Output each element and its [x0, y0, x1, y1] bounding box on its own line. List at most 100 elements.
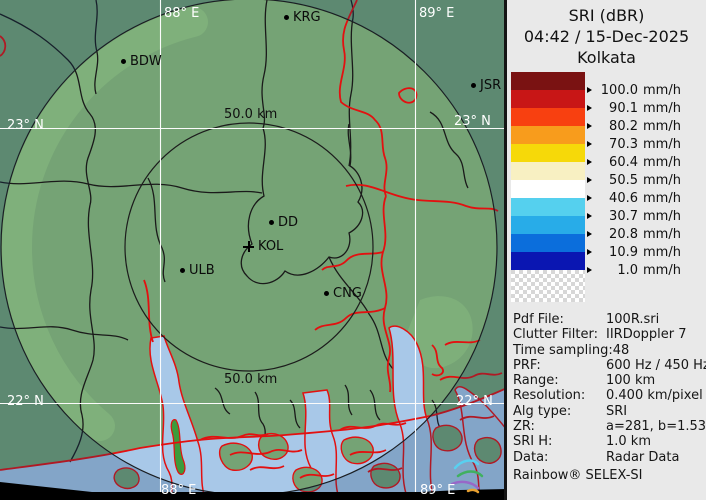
meta-label: ZR:: [513, 419, 535, 435]
meta-label: Resolution:: [513, 388, 586, 404]
legend-unit: mm/h: [643, 172, 681, 188]
legend-value: 40.6: [609, 190, 638, 206]
river-network: [0, 0, 507, 479]
legend-arrow-icon: [587, 87, 592, 93]
city-label: DD: [278, 215, 299, 230]
city-label: BDW: [130, 54, 162, 69]
meta-value: 48: [612, 342, 630, 358]
legend-unit: mm/h: [643, 262, 681, 278]
radar-map-pane: 88° E 89° E 88° E 89° E 23° N 23° N 22° …: [0, 0, 507, 500]
legend-unit: mm/h: [643, 208, 681, 224]
scan-metadata: Pdf File: 100R.sri Clutter Filter: IIRDopp…: [513, 312, 706, 483]
range-ring-50km: [124, 122, 374, 372]
legend-row: 90.1 mm/h: [587, 100, 681, 116]
color-band: [511, 252, 585, 270]
meta-value: 100 km: [606, 373, 656, 389]
color-band: [511, 72, 585, 90]
meta-label: Data:: [513, 449, 549, 465]
color-band: [511, 108, 585, 126]
meta-value: Radar Data: [606, 449, 680, 465]
legend-row: 10.9 mm/h: [587, 244, 681, 260]
radar-site-cross-icon: [243, 241, 254, 252]
legend-row: 50.5 mm/h: [587, 172, 681, 188]
legend-value: 20.8: [609, 226, 638, 242]
legend-arrow-icon: [587, 213, 592, 219]
meta-row: Clutter Filter: IIRDoppler 7: [513, 327, 703, 342]
legend-unit: mm/h: [643, 82, 681, 98]
station-name: Kolkata: [577, 48, 636, 67]
range-label-bottom: 50.0 km: [224, 372, 278, 387]
meta-row: SRI H: 1.0 km: [513, 434, 703, 449]
lon-label-88e-top: 88° E: [164, 6, 200, 21]
legend-value: 60.4: [609, 154, 638, 170]
legend-row: 30.7 mm/h: [587, 208, 681, 224]
software-brand: Rainbow® SELEX-SI: [513, 467, 643, 483]
meta-row: Alg type: SRI: [513, 404, 703, 419]
meta-value: 600 Hz / 450 Hz: [606, 357, 706, 373]
meta-row: ZR: a=281, b=1.53: [513, 419, 706, 435]
legend-value: 70.3: [609, 136, 638, 152]
city-label: ULB: [189, 263, 215, 278]
latlon-grid: [0, 0, 507, 500]
legend-row: 80.2 mm/h: [587, 118, 681, 134]
color-band: [511, 126, 585, 144]
legend-row: 100.0 mm/h: [587, 82, 681, 98]
meta-label: Range:: [513, 373, 559, 389]
city-jsr: JSR: [471, 78, 501, 93]
color-band: [511, 234, 585, 252]
city-marker-dot: [180, 268, 185, 273]
legend-value: 1.0: [617, 262, 638, 278]
legend-row: 20.8 mm/h: [587, 226, 681, 242]
legend-arrow-icon: [587, 195, 592, 201]
legend-unit: mm/h: [643, 190, 681, 206]
scan-datetime: 04:42 / 15-Dec-2025: [523, 27, 690, 46]
city-dd: DD: [269, 215, 298, 230]
legend-arrow-icon: [587, 249, 592, 255]
meta-row: Resolution: 0.400 km/pixel: [513, 388, 703, 403]
meta-row: Range: 100 km: [513, 373, 703, 388]
legend-value: 90.1: [609, 100, 638, 116]
city-label: JSR: [480, 78, 502, 93]
legend-value: 10.9: [609, 244, 638, 260]
color-band: [511, 162, 585, 180]
color-band: [511, 144, 585, 162]
lat-label-22n-right: 22° N: [456, 394, 493, 409]
legend-row: 40.6 mm/h: [587, 190, 681, 206]
meta-label: Pdf File:: [513, 312, 564, 327]
legend-arrow-icon: [587, 141, 592, 147]
legend-unit: mm/h: [643, 136, 681, 152]
meta-row: Data: Radar Data: [513, 450, 703, 465]
legend-value: 30.7: [609, 208, 638, 224]
legend-unit: mm/h: [643, 244, 681, 260]
color-band: [511, 90, 585, 108]
legend-arrow-icon: [587, 267, 592, 273]
lon-label-88e-bottom: 88° E: [161, 483, 197, 498]
city-label: KRG: [293, 10, 321, 25]
legend-value: 100.0: [600, 82, 638, 98]
city-kol-radar-site: KOL: [243, 239, 283, 254]
lat-label-22n-left: 22° N: [7, 394, 44, 409]
meta-value: 0.400 km/pixel: [606, 388, 703, 404]
city-marker-dot: [324, 291, 329, 296]
meta-label: Clutter Filter:: [513, 327, 598, 343]
legend-arrow-icon: [587, 177, 592, 183]
meta-label: SRI H:: [513, 434, 553, 450]
color-band: [511, 216, 585, 234]
meta-label: Alg type:: [513, 403, 572, 419]
meta-label: PRF:: [513, 357, 541, 373]
legend-row: 1.0 mm/h: [587, 262, 681, 278]
city-label: CNG: [333, 286, 362, 301]
meta-row: PRF: 600 Hz / 450 Hz: [513, 357, 706, 373]
lat-label-23n-left: 23° N: [7, 118, 44, 133]
color-band: [511, 180, 585, 198]
range-label-top: 50.0 km: [224, 107, 278, 122]
meta-label: Time sampling:: [513, 342, 613, 358]
legend-row: 70.3 mm/h: [587, 136, 681, 152]
radar-map-image: [0, 0, 507, 500]
estuaries: [149, 325, 507, 500]
city-krg: KRG: [284, 10, 321, 25]
city-marker-dot: [471, 83, 476, 88]
sidebar-header: SRI (dBR) 04:42 / 15-Dec-2025 Kolkata: [507, 5, 706, 68]
lon-label-89e-bottom: 89° E: [420, 483, 456, 498]
